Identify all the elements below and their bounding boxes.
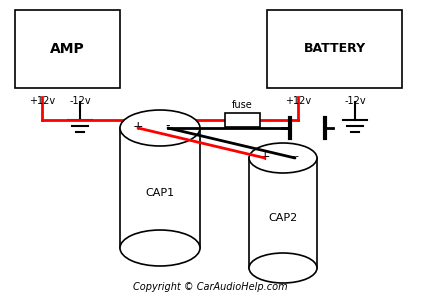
- Ellipse shape: [249, 253, 317, 283]
- Text: -12v: -12v: [69, 96, 91, 106]
- Text: CAP1: CAP1: [145, 188, 175, 198]
- Ellipse shape: [120, 110, 200, 146]
- Text: -: -: [166, 120, 170, 132]
- Text: -12v: -12v: [344, 96, 366, 106]
- Bar: [120, 128, 200, 248]
- Text: +12v: +12v: [29, 96, 55, 106]
- Bar: [225, 113, 260, 127]
- Text: fuse: fuse: [232, 100, 253, 110]
- Text: +: +: [133, 120, 143, 132]
- Text: CAP2: CAP2: [268, 213, 298, 223]
- Bar: [15, 10, 120, 88]
- Text: +: +: [260, 150, 270, 162]
- Text: --: --: [291, 151, 299, 161]
- Text: AMP: AMP: [50, 42, 85, 56]
- Ellipse shape: [249, 143, 317, 173]
- Ellipse shape: [120, 230, 200, 266]
- Text: BATTERY: BATTERY: [304, 42, 365, 56]
- Bar: [267, 10, 402, 88]
- Bar: [249, 158, 317, 268]
- Text: Copyright © CarAudioHelp.com: Copyright © CarAudioHelp.com: [133, 282, 287, 292]
- Text: +12v: +12v: [285, 96, 311, 106]
